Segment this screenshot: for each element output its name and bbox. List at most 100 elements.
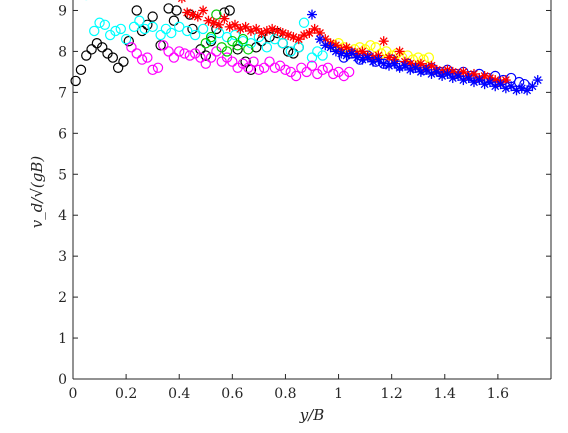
data-point-series-0-33 [264,31,275,43]
data-point-series-2-5 [152,62,164,74]
data-point-series-7-3 [325,42,336,53]
x-tick-label-2: 0.4 [168,386,190,402]
data-point-series-0-2 [81,50,92,61]
x-tick-label-3: 0.6 [221,386,243,402]
data-point-series-1-26 [261,42,273,53]
data-point-series-3-8 [243,44,254,55]
data-point-series-2-34 [306,60,318,71]
data-point-series-7-12 [373,54,384,65]
data-point-series-1-10 [139,23,150,35]
y-tick-label-0: 0 [58,372,67,388]
data-point-series-6-0 [177,0,186,4]
data-point-series-4-18 [423,52,435,63]
data-point-series-1-7 [120,33,132,45]
data-point-series-2-26 [264,56,275,67]
data-point-series-2-6 [158,40,169,51]
x-tick-label-6: 1.2 [381,386,403,402]
data-point-series-0-23 [200,50,211,61]
data-point-series-0-1 [75,64,87,76]
data-point-series-1-31 [298,17,310,28]
data-point-series-0-0 [70,75,81,87]
data-point-series-0-36 [282,46,294,57]
data-point-series-2-10 [179,48,190,59]
data-point-series-2-24 [253,64,265,76]
data-marks [70,0,543,96]
data-point-series-6-38 [378,36,389,47]
x-tick-label-4: 0.8 [274,386,296,402]
y-tick-label-4: 4 [58,208,67,224]
data-point-series-5-22 [513,76,525,88]
data-point-series-2-4 [147,64,158,76]
plot-area [73,0,551,379]
data-point-series-6-10 [229,19,240,30]
data-point-series-3-7 [237,33,249,45]
data-point-series-2-23 [248,56,259,67]
data-point-series-2-3 [142,52,153,63]
data-point-series-1-8 [128,21,140,33]
data-point-series-0-18 [171,5,182,16]
data-point-series-7-37 [506,81,517,92]
data-point-series-7-29 [463,73,474,84]
data-point-series-2-7 [163,46,174,57]
data-point-series-0-12 [136,25,148,37]
y-tick-label-8: 8 [58,44,67,60]
data-point-series-7-42 [532,75,543,86]
data-point-series-0-28 [232,44,243,55]
data-point-series-1-11 [147,21,158,33]
data-point-series-2-37 [322,62,334,74]
y-tick-label-2: 2 [58,290,67,306]
data-point-series-7-17 [399,60,410,71]
data-point-series-7-15 [389,58,400,69]
data-point-series-2-25 [259,62,270,74]
data-point-series-2-13 [195,52,206,63]
data-point-series-2-14 [200,58,211,69]
data-point-series-7-31 [474,75,485,86]
data-point-series-1-34 [317,50,328,61]
x-axis-label: y/B [299,406,325,424]
data-point-series-6-8 [219,13,230,24]
x-tick-label-7: 1.4 [434,386,456,402]
data-point-series-7-27 [453,70,464,81]
data-point-series-0-16 [163,3,174,14]
data-point-series-0-9 [118,56,129,67]
data-point-series-1-2 [94,17,105,28]
y-axis-label: v_d/√(gB) [28,156,46,229]
data-point-series-4-8 [370,42,381,53]
data-point-series-1-28 [277,38,288,49]
data-point-series-0-29 [240,56,251,67]
data-point-series-3-4 [221,46,233,57]
data-point-series-6-41 [394,46,405,57]
data-point-series-4-7 [365,40,376,51]
data-point-series-1-6 [115,23,127,35]
data-point-series-1-16 [181,25,193,37]
data-point-series-1-27 [269,33,281,45]
data-point-series-1-9 [134,15,145,26]
data-point-series-1-17 [189,29,201,41]
x-tick-label-0: 0 [69,386,78,402]
data-point-series-3-2 [211,9,222,20]
data-point-series-0-11 [131,5,142,16]
data-point-series-0-3 [86,44,97,55]
data-point-series-6-14 [251,23,262,34]
data-point-series-0-5 [97,42,108,53]
data-point-series-7-2 [320,40,331,51]
data-point-series-6-12 [240,21,251,32]
data-point-series-0-15 [155,40,166,51]
data-point-series-1-5 [110,25,121,37]
data-point-series-2-1 [131,48,142,59]
data-point-series-0-10 [123,35,134,47]
data-point-series-7-10 [362,52,373,63]
data-point-series-2-15 [205,52,217,63]
data-point-series-1-32 [306,52,318,63]
data-point-series-2-36 [317,64,328,76]
data-point-series-6-4 [198,5,209,16]
data-point-series-2-31 [290,70,302,82]
data-point-series-7-0 [307,9,317,20]
data-point-series-2-2 [136,54,148,65]
y-tick-label-6: 6 [58,126,67,142]
data-point-series-6-22 [293,34,304,45]
data-point-series-6-24 [304,27,315,38]
data-point-series-7-25 [442,68,453,79]
data-point-series-0-14 [147,11,158,22]
